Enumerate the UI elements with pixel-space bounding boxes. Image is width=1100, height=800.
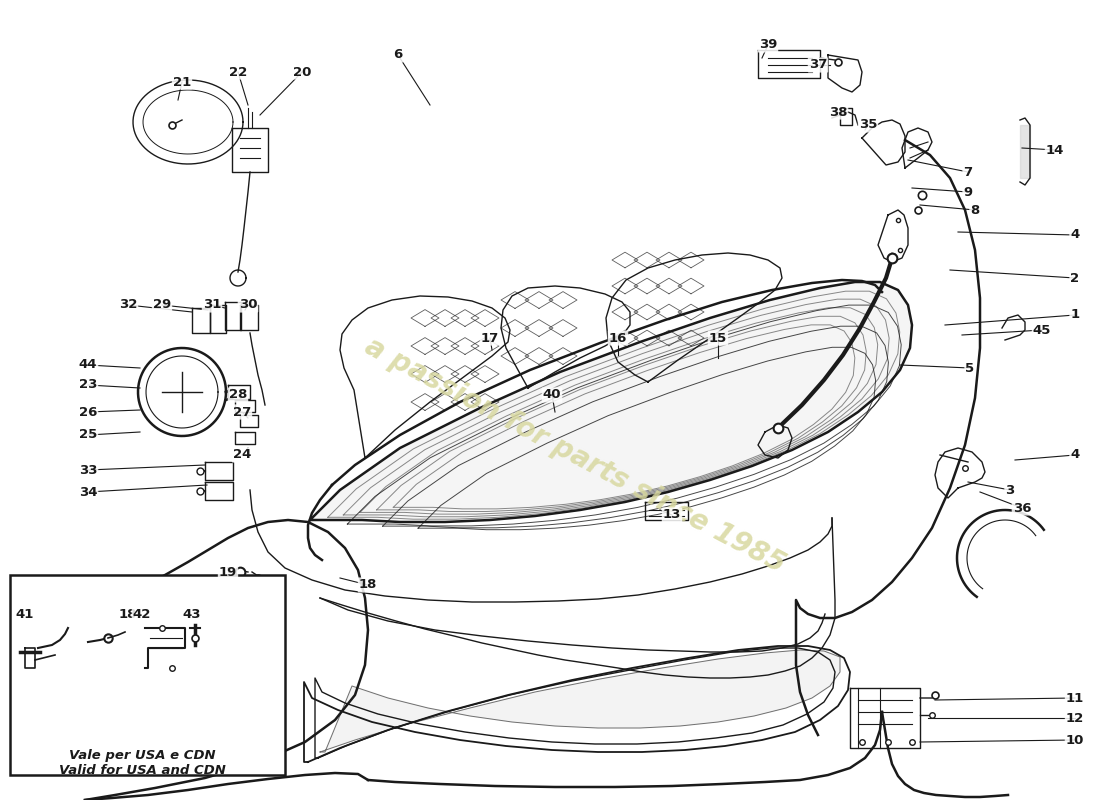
Text: 42: 42 — [133, 609, 151, 622]
Text: 35: 35 — [859, 118, 877, 131]
Text: 8: 8 — [970, 203, 980, 217]
Text: 11: 11 — [1066, 691, 1085, 705]
Text: 33: 33 — [79, 463, 97, 477]
Polygon shape — [1020, 125, 1030, 178]
Text: 9: 9 — [964, 186, 972, 198]
Text: 18: 18 — [119, 609, 138, 622]
Polygon shape — [310, 282, 912, 522]
Text: 12: 12 — [1066, 711, 1085, 725]
Text: 10: 10 — [1066, 734, 1085, 746]
Text: 29: 29 — [153, 298, 172, 311]
Text: 30: 30 — [239, 298, 257, 311]
Text: 5: 5 — [966, 362, 975, 374]
Text: 4: 4 — [1070, 229, 1079, 242]
Polygon shape — [320, 650, 840, 752]
Text: Valid for USA and CDN: Valid for USA and CDN — [58, 763, 226, 777]
Text: 19: 19 — [219, 566, 238, 578]
Text: Vale per USA e CDN: Vale per USA e CDN — [68, 749, 216, 762]
Text: 36: 36 — [1013, 502, 1032, 514]
Text: 31: 31 — [202, 298, 221, 311]
Text: 17: 17 — [481, 331, 499, 345]
Text: 2: 2 — [1070, 271, 1079, 285]
Text: 27: 27 — [233, 406, 251, 418]
Text: 4: 4 — [1070, 449, 1079, 462]
Text: 38: 38 — [828, 106, 847, 118]
Text: a passion for parts since 1985: a passion for parts since 1985 — [360, 332, 790, 578]
Text: 3: 3 — [1005, 483, 1014, 497]
Text: 7: 7 — [964, 166, 972, 178]
Text: 20: 20 — [293, 66, 311, 78]
Text: 40: 40 — [542, 389, 561, 402]
Text: 37: 37 — [808, 58, 827, 71]
Text: 23: 23 — [79, 378, 97, 391]
Text: 21: 21 — [173, 75, 191, 89]
Text: 41: 41 — [15, 609, 34, 622]
Text: 32: 32 — [119, 298, 138, 311]
Text: 13: 13 — [663, 509, 681, 522]
Text: 18: 18 — [359, 578, 377, 591]
Text: 1: 1 — [1070, 309, 1079, 322]
Bar — [10, 575, 285, 775]
Text: 14: 14 — [1046, 143, 1064, 157]
Text: 26: 26 — [79, 406, 97, 418]
Text: 24: 24 — [233, 449, 251, 462]
Text: 25: 25 — [79, 429, 97, 442]
Text: 6: 6 — [394, 49, 403, 62]
Text: 22: 22 — [229, 66, 248, 78]
Text: 44: 44 — [79, 358, 97, 371]
Text: 15: 15 — [708, 331, 727, 345]
Text: 16: 16 — [608, 331, 627, 345]
Text: 45: 45 — [1033, 323, 1052, 337]
Text: 39: 39 — [759, 38, 778, 51]
Text: 43: 43 — [183, 609, 201, 622]
Text: 34: 34 — [79, 486, 97, 498]
Text: 28: 28 — [229, 389, 248, 402]
